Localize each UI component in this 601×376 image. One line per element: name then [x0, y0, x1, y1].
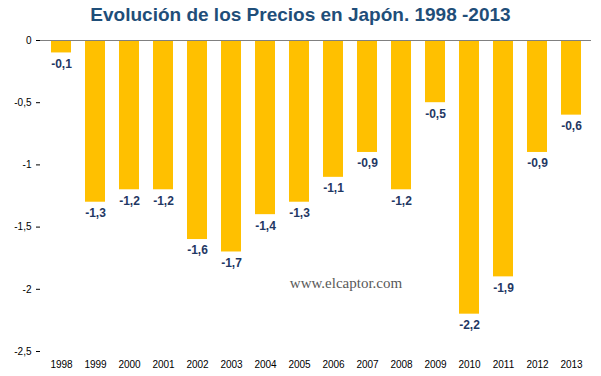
svg-text:2008: 2008	[390, 359, 413, 370]
svg-text:2012: 2012	[526, 359, 549, 370]
svg-text:1999: 1999	[84, 359, 107, 370]
svg-text:-1,1: -1,1	[323, 181, 344, 195]
svg-text:-0,9: -0,9	[527, 156, 548, 170]
svg-text:-2: -2	[23, 284, 32, 295]
svg-text:-2,5: -2,5	[14, 346, 32, 357]
svg-text:2010: 2010	[458, 359, 481, 370]
svg-text:2009: 2009	[424, 359, 447, 370]
svg-text:-1,2: -1,2	[119, 194, 140, 208]
svg-text:-1,3: -1,3	[85, 206, 106, 220]
svg-text:-1,7: -1,7	[221, 256, 242, 270]
svg-text:2004: 2004	[254, 359, 277, 370]
svg-text:-0,5: -0,5	[14, 97, 32, 108]
svg-text:-1,5: -1,5	[14, 221, 32, 232]
svg-text:2007: 2007	[356, 359, 379, 370]
svg-text:-1,2: -1,2	[153, 194, 174, 208]
svg-text:2000: 2000	[118, 359, 141, 370]
svg-text:-0,9: -0,9	[357, 156, 378, 170]
svg-text:-1,6: -1,6	[187, 243, 208, 257]
svg-text:2003: 2003	[220, 359, 243, 370]
html-text:Evolución de los Precios en Ja: Evolución de los Precios en Japón. 1998 …	[90, 4, 511, 25]
svg-text:2002: 2002	[186, 359, 209, 370]
svg-text:-2,2: -2,2	[459, 318, 480, 332]
svg-text:-0,6: -0,6	[561, 119, 582, 133]
svg-text:-0,1: -0,1	[51, 57, 72, 71]
svg-text:-1,9: -1,9	[493, 281, 514, 295]
svg-text:-1,3: -1,3	[289, 206, 310, 220]
svg-text:1998: 1998	[50, 359, 73, 370]
svg-text:2011: 2011	[493, 359, 515, 370]
svg-text:-0,5: -0,5	[425, 107, 446, 121]
svg-text:2001: 2001	[152, 359, 175, 370]
svg-text:2005: 2005	[288, 359, 311, 370]
svg-text:2006: 2006	[322, 359, 345, 370]
svg-text:-1,2: -1,2	[391, 194, 412, 208]
svg-text:2013: 2013	[560, 359, 583, 370]
svg-text:www.elcaptor.com: www.elcaptor.com	[290, 275, 403, 291]
svg-text:0: 0	[26, 35, 32, 46]
svg-text:-1,4: -1,4	[255, 219, 276, 233]
svg-text:-1: -1	[23, 159, 32, 170]
